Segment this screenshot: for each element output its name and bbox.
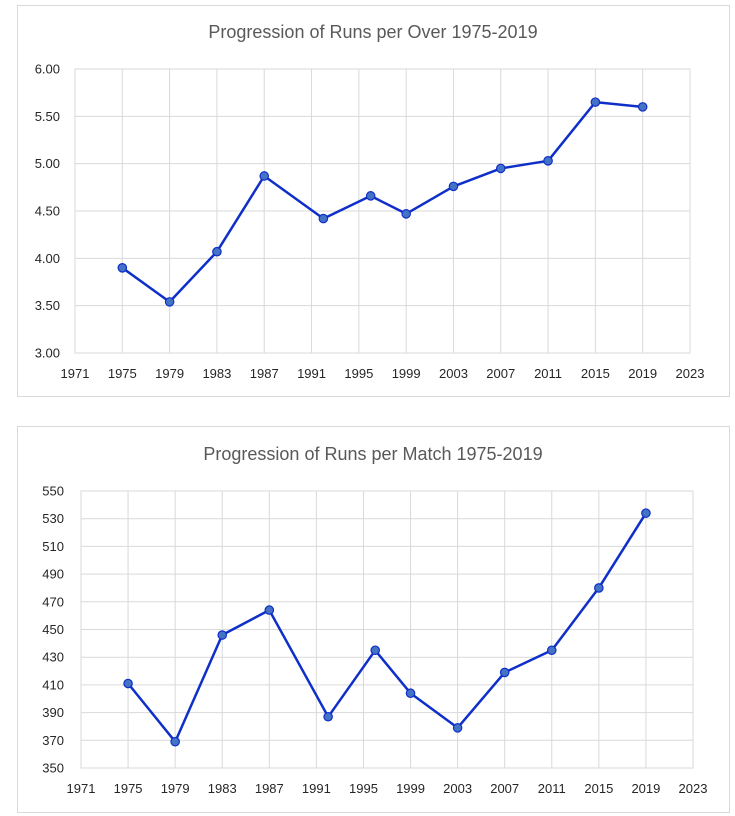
x-tick-label: 1995 [344,366,373,381]
series-line [127,512,647,743]
x-tick-label: 1979 [161,781,190,796]
x-tick-label: 1983 [202,366,231,381]
data-point [123,678,133,689]
y-tick-label: 5.00 [35,156,60,171]
y-tick-label: 430 [42,650,64,665]
y-tick-label: 6.00 [35,62,60,77]
x-tick-label: 1983 [208,781,237,796]
runs-per-over-chart: Progression of Runs per Over 1975-2019 1… [17,5,730,397]
x-tick-label: 1975 [108,366,137,381]
series [123,508,651,747]
y-tick-label: 4.00 [35,251,60,266]
y-tick-label: 3.50 [35,298,60,313]
x-tick-label: 2023 [676,366,705,381]
x-tick-label: 2011 [534,366,562,381]
x-tick-label: 1995 [349,781,378,796]
y-tick-label: 390 [42,705,64,720]
series-line [121,100,643,304]
runs-per-match-chart-svg: Progression of Runs per Match 1975-2019 … [42,444,707,797]
data-point [212,246,222,257]
x-tick-label: 2015 [584,781,613,796]
y-tick-label: 470 [42,594,64,609]
x-tick-label: 1999 [396,781,425,796]
x-tick-label: 2007 [486,366,515,381]
data-point [448,181,459,192]
plot-area [74,68,691,354]
x-tick-label: 2007 [490,781,519,796]
y-tick-label: 5.50 [35,109,60,124]
y-tick-label: 3.00 [35,346,60,361]
y-tick-label: 350 [42,761,64,776]
runs-per-over-chart-svg: Progression of Runs per Over 1975-2019 1… [35,22,705,382]
data-point [594,583,604,593]
data-point [264,605,275,615]
y-tick-label: 410 [42,677,64,692]
x-tick-label: 1979 [155,366,184,381]
data-point [405,688,416,699]
x-tick-label: 2003 [439,366,468,381]
data-point [259,171,270,181]
data-point [370,645,381,656]
data-point [170,736,180,747]
data-point [546,645,557,656]
x-tick-label: 1987 [255,781,284,796]
data-point [117,262,128,273]
data-point [590,97,601,107]
x-tick-label: 1991 [297,366,326,381]
x-tick-label: 2019 [631,781,660,796]
y-tick-label: 550 [42,484,64,499]
data-point [495,163,506,174]
chart-title: Progression of Runs per Over 1975-2019 [208,22,537,42]
x-tick-label: 2023 [679,781,708,796]
series [117,97,648,307]
data-point [365,191,376,201]
gridlines [74,68,691,354]
x-tick-label: 2015 [581,366,610,381]
data-point [543,156,553,166]
axis-tick-labels: 1971 1975 1979 1983 1987 1991 1995 1999 2003 2007… [35,62,705,382]
x-tick-label: 1991 [302,781,331,796]
y-tick-label: 510 [42,539,64,554]
x-tick-label: 1987 [250,366,279,381]
y-tick-label: 4.50 [35,204,60,219]
data-point [318,213,329,224]
x-tick-label: 1971 [61,366,90,381]
data-point [499,667,510,678]
runs-per-match-chart: Progression of Runs per Match 1975-2019 … [17,426,730,813]
x-tick-label: 2003 [443,781,472,796]
y-tick-label: 530 [42,511,64,526]
data-point [217,630,228,640]
x-tick-label: 2019 [628,366,657,381]
gridlines [80,490,694,769]
data-point [401,209,411,219]
x-tick-label: 1971 [67,781,96,796]
data-point [164,297,175,307]
data-point [637,102,648,112]
y-tick-label: 370 [42,733,64,748]
data-point [641,508,651,518]
chart-title: Progression of Runs per Match 1975-2019 [203,444,542,464]
plot-area [80,490,694,769]
axis-tick-labels: 1971 1975 1979 1983 1987 1991 1995 1999 2003 2007… [42,484,707,797]
x-tick-label: 2011 [538,781,566,796]
y-tick-label: 490 [42,567,64,582]
data-point [323,711,333,722]
y-tick-label: 450 [42,622,64,637]
data-point [452,723,463,733]
x-tick-label: 1999 [392,366,421,381]
x-tick-label: 1975 [114,781,143,796]
